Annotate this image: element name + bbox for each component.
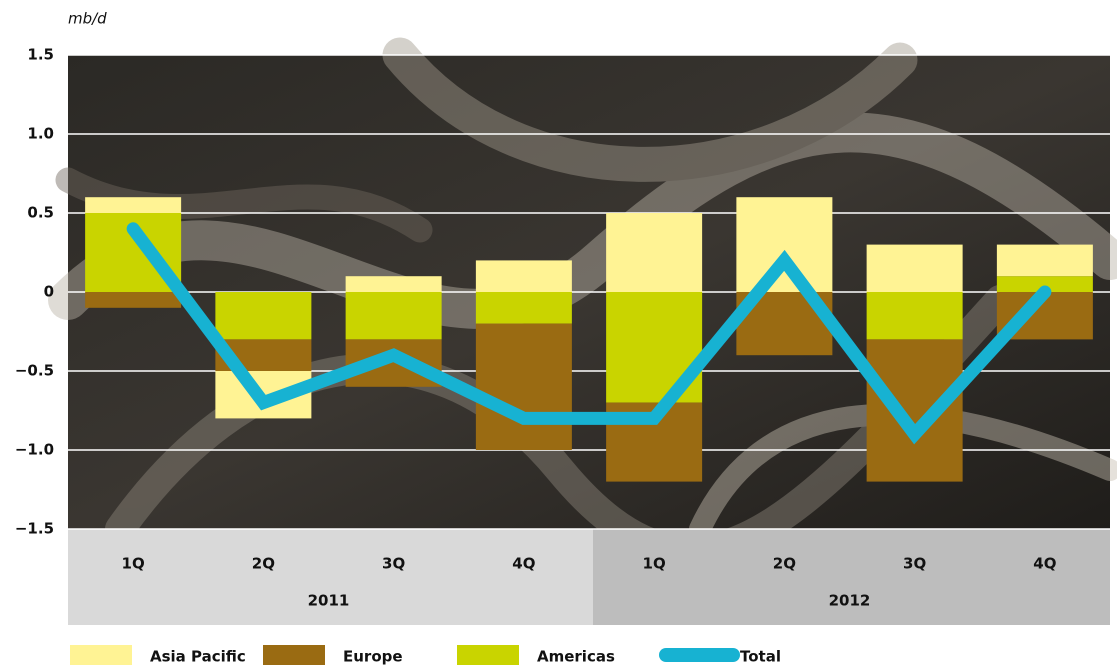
year-label: 2012 <box>829 592 871 610</box>
legend-label: Total <box>740 648 781 666</box>
x-tick-label: 2Q <box>252 555 275 573</box>
y-unit: mb/d <box>68 10 107 28</box>
bar-segment <box>475 292 572 324</box>
legend-label: Europe <box>343 648 403 666</box>
legend-swatch <box>457 645 519 665</box>
bar-segment <box>85 292 182 308</box>
y-tick-label: −1.0 <box>15 441 54 459</box>
legend-label: Asia Pacific <box>150 648 246 666</box>
y-tick-label: −1.5 <box>15 520 54 538</box>
x-tick-label: 3Q <box>382 555 405 573</box>
legend-swatch <box>70 645 132 665</box>
year-band <box>593 529 1110 625</box>
y-tick-label: 1.0 <box>27 125 54 143</box>
bar-segment <box>736 197 833 292</box>
bar-segment <box>866 244 963 292</box>
x-tick-label: 1Q <box>122 555 145 573</box>
x-tick-label: 1Q <box>643 555 666 573</box>
y-tick-label: −0.5 <box>15 362 54 380</box>
total-line <box>126 222 1052 445</box>
bar-segment <box>475 323 572 450</box>
x-tick-label: 4Q <box>1033 555 1056 573</box>
legend-label: Americas <box>537 648 615 666</box>
x-tick-label: 2Q <box>773 555 796 573</box>
bar-segment <box>996 276 1093 292</box>
year-label: 2011 <box>308 592 350 610</box>
bar-segment <box>866 339 963 482</box>
bar-segment <box>475 260 572 292</box>
bar-segment <box>866 292 963 340</box>
bar-segment <box>85 197 182 213</box>
y-tick-label: 0.5 <box>27 204 54 222</box>
x-tick-label: 4Q <box>512 555 535 573</box>
y-tick-label: 1.5 <box>27 46 54 64</box>
y-tick-label: 0 <box>44 283 54 301</box>
bar-segment <box>996 244 1093 277</box>
bar-segment <box>345 292 442 340</box>
year-band <box>68 529 593 625</box>
x-tick-label: 3Q <box>903 555 926 573</box>
legend-swatch <box>263 645 325 665</box>
bar-segment <box>345 276 442 292</box>
bar-segment <box>215 292 312 340</box>
bar-segment <box>606 213 703 292</box>
